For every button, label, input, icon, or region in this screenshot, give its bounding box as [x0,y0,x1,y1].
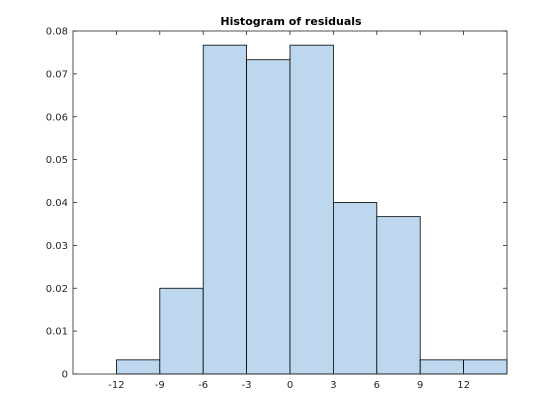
bars-group [116,44,508,375]
x-tick-label-0: -12 [108,380,124,391]
y-tick-label-2: 0.02 [46,284,68,295]
x-tick-label-1: -9 [155,380,165,391]
x-tick-label-5: 3 [330,380,336,391]
histogram-bar-3 [246,59,291,375]
x-tick-label-4: 0 [287,380,293,391]
histogram-bar-1 [159,287,204,375]
x-tick-label-6: 6 [374,380,380,391]
histogram-bar-0 [116,359,161,375]
histogram-bar-4 [289,44,334,375]
x-tick-label-7: 9 [417,380,423,391]
x-tick-label-8: 12 [457,380,470,391]
x-tick-label-3: -3 [242,380,252,391]
histogram-bar-5 [332,202,378,375]
y-tick-label-4: 0.04 [46,198,68,209]
y-tick-label-0: 0 [62,370,68,381]
y-tick-label-8: 0.08 [46,27,68,38]
y-tick-label-6: 0.06 [46,112,68,123]
x-tick-label-2: -6 [198,380,208,391]
y-tick-label-1: 0.01 [46,327,68,338]
y-tick-label-5: 0.05 [46,155,68,166]
chart-title: Histogram of residuals [220,15,362,28]
histogram-bar-8 [463,359,508,375]
histogram-bar-6 [376,216,421,375]
axes-group: -12 -9 -6 -3 0 3 6 9 12 0 0.01 0.02 0.03 0.04 0.05 0.06… [46,27,508,391]
histogram-bar-2 [202,44,247,375]
y-tick-label-7: 0.07 [46,69,68,80]
histogram-bar-7 [419,359,465,375]
y-tick-label-3: 0.03 [46,241,68,252]
